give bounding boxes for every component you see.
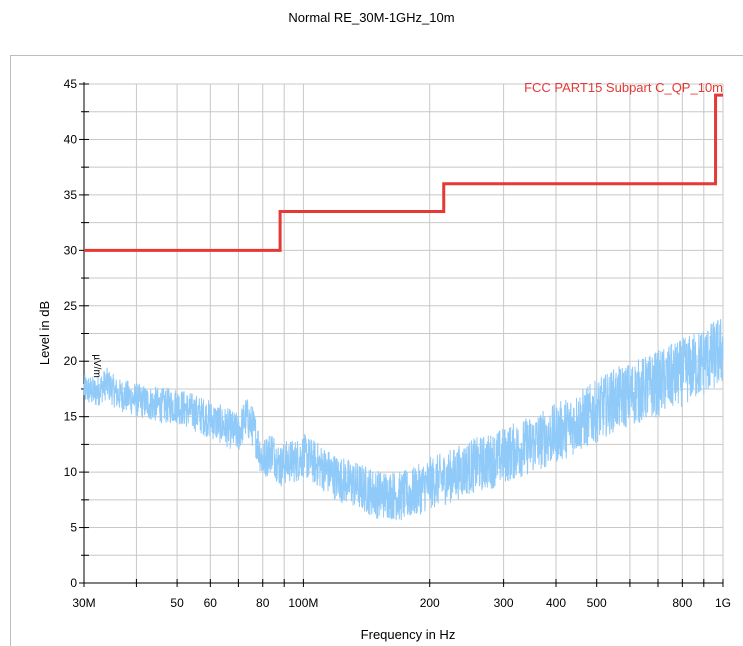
x-tick-label: 60 — [204, 596, 218, 610]
x-tick-label: 800 — [672, 596, 692, 610]
x-tick-label: 1G — [715, 596, 731, 610]
y-tick-label: 35 — [64, 188, 78, 202]
chart-frame — [10, 55, 743, 646]
series-group — [83, 93, 724, 521]
y-tick-label: 15 — [64, 410, 78, 424]
x-tick-labels: 30M 50 60 80 100M 200 300 400 500 800 1G — [72, 596, 731, 610]
measurement-trace — [83, 319, 724, 521]
y-tick-label: 40 — [64, 132, 78, 146]
y-tick-label: 20 — [64, 354, 78, 368]
x-axis-label: Frequency in Hz — [361, 627, 456, 642]
x-tick-label: 30M — [72, 596, 95, 610]
x-tick-label: 200 — [420, 596, 440, 610]
y-tick-label: 10 — [64, 465, 78, 479]
x-tick-label: 400 — [546, 596, 566, 610]
x-tick-label: 300 — [494, 596, 514, 610]
y-axis-unit-fragment: µV/m — [91, 354, 102, 378]
y-tick-label: 30 — [64, 243, 78, 257]
x-tick-label: 50 — [170, 596, 184, 610]
x-tick-label: 500 — [587, 596, 607, 610]
y-tick-label: 5 — [70, 521, 77, 535]
x-tick-label: 100M — [288, 596, 318, 610]
limit-line-label: FCC PART15 Subpart C_QP_10m — [524, 80, 723, 95]
x-tick-label: 80 — [256, 596, 270, 610]
y-tick-label: 0 — [70, 576, 77, 590]
y-tick-label: 25 — [64, 299, 78, 313]
y-axis-label: Level in dB — [37, 301, 52, 365]
axes — [79, 82, 724, 587]
y-tick-labels: 0 5 10 15 20 25 30 35 40 45 — [64, 77, 78, 590]
chart-title: Normal RE_30M-1GHz_10m — [288, 10, 455, 25]
limit-line — [84, 93, 723, 252]
y-tick-label: 45 — [64, 77, 78, 91]
